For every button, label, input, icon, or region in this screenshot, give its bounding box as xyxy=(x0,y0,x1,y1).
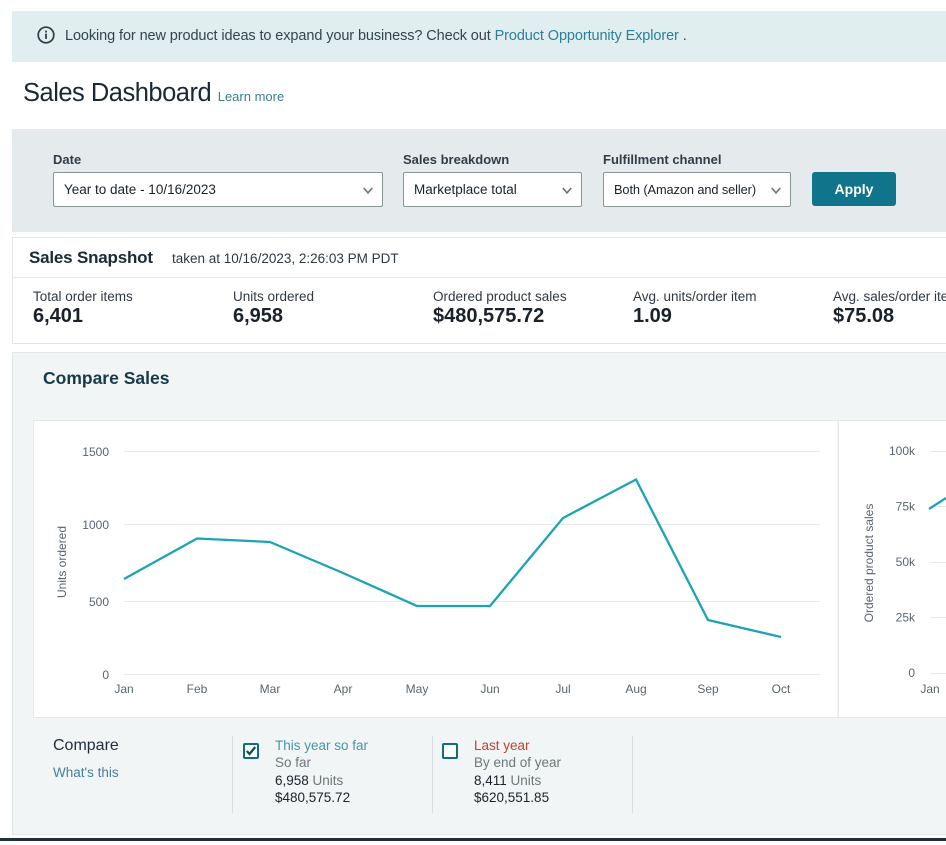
svg-text:75k: 75k xyxy=(896,500,916,514)
svg-text:Jun: Jun xyxy=(480,682,499,696)
svg-text:Units ordered: Units ordered xyxy=(55,526,69,598)
svg-text:500: 500 xyxy=(89,595,109,609)
svg-text:1500: 1500 xyxy=(82,445,109,459)
svg-text:Sep: Sep xyxy=(697,682,719,696)
svg-text:Aug: Aug xyxy=(625,682,646,696)
svg-text:Feb: Feb xyxy=(187,682,208,696)
svg-text:Ordered product sales: Ordered product sales xyxy=(862,504,876,623)
svg-text:1000: 1000 xyxy=(82,518,109,532)
svg-text:Apr: Apr xyxy=(334,682,353,696)
svg-text:May: May xyxy=(406,682,429,696)
svg-text:Jul: Jul xyxy=(555,682,570,696)
svg-text:0: 0 xyxy=(908,666,915,680)
svg-text:Jan: Jan xyxy=(920,682,939,696)
svg-text:25k: 25k xyxy=(896,611,916,625)
svg-text:Mar: Mar xyxy=(260,682,281,696)
svg-text:Jan: Jan xyxy=(114,682,133,696)
svg-text:Oct: Oct xyxy=(772,682,791,696)
svg-text:50k: 50k xyxy=(896,555,916,569)
svg-text:100k: 100k xyxy=(889,444,916,458)
svg-text:0: 0 xyxy=(102,668,109,682)
